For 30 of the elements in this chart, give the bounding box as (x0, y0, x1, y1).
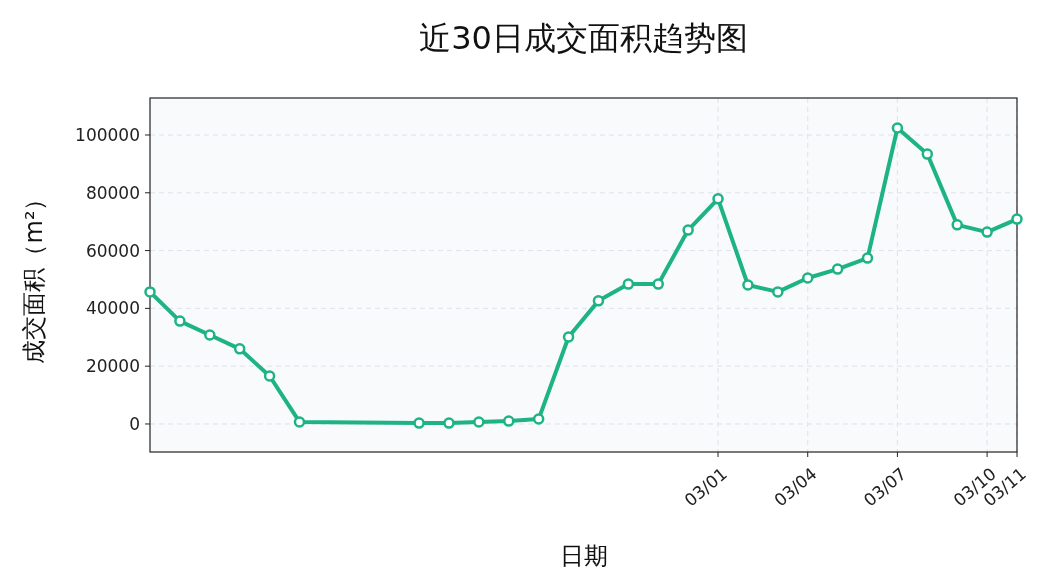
y-axis-title: 成交面积（m²） (20, 186, 48, 364)
point (981, 226, 993, 238)
y-tick-label: 40000 (85, 298, 140, 319)
point (742, 279, 754, 291)
point (861, 252, 874, 264)
point (443, 417, 455, 429)
point (562, 331, 575, 343)
point (801, 272, 814, 284)
point (831, 263, 844, 275)
x-axis-title: 日期 (559, 542, 608, 570)
point (772, 286, 784, 298)
point (503, 415, 515, 427)
point (622, 278, 635, 290)
point (891, 122, 904, 134)
point (652, 278, 664, 290)
y-tick-label: 60000 (85, 240, 140, 261)
point (712, 193, 724, 205)
y-tick-label: 0 (129, 413, 140, 434)
point (592, 295, 605, 307)
y-tick-label: 80000 (85, 182, 140, 203)
point (921, 148, 934, 160)
point (413, 417, 425, 429)
point (951, 219, 963, 231)
y-tick-label: 100000 (75, 124, 140, 145)
point (473, 416, 485, 428)
point (532, 413, 545, 425)
chart-title: 近30日成交面积趋势图 (419, 19, 748, 57)
y-tick-label: 20000 (85, 356, 140, 377)
point (1011, 213, 1023, 225)
point (682, 224, 694, 236)
